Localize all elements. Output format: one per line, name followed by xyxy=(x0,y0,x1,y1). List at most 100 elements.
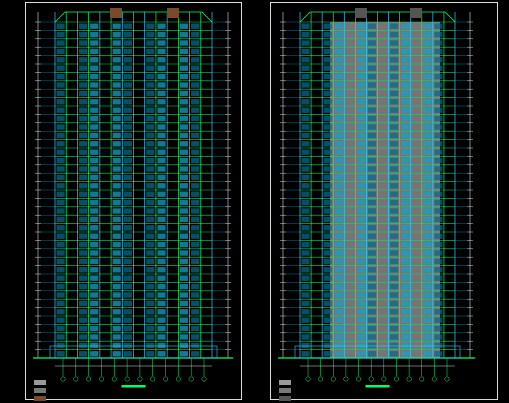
window xyxy=(146,82,155,88)
window xyxy=(434,23,443,29)
window xyxy=(179,73,189,80)
window xyxy=(334,283,343,290)
window xyxy=(123,300,132,307)
window xyxy=(123,275,132,281)
window xyxy=(390,317,399,323)
window xyxy=(157,267,166,273)
window xyxy=(78,317,88,323)
window xyxy=(112,124,121,130)
window xyxy=(112,199,121,206)
window xyxy=(334,82,343,88)
window xyxy=(78,40,88,46)
roof-block xyxy=(110,8,122,18)
window xyxy=(179,199,189,206)
window xyxy=(123,351,132,357)
window xyxy=(56,141,65,147)
window xyxy=(423,342,432,349)
window xyxy=(157,90,166,97)
window xyxy=(334,149,343,155)
window xyxy=(367,325,376,332)
axis-bubble xyxy=(330,376,336,382)
window xyxy=(356,23,365,29)
window xyxy=(123,183,132,189)
window xyxy=(356,199,365,206)
window xyxy=(112,225,121,231)
window xyxy=(157,283,166,290)
window xyxy=(56,99,65,105)
window xyxy=(356,267,365,273)
window xyxy=(401,107,410,113)
window xyxy=(112,325,121,332)
window xyxy=(356,166,365,172)
window xyxy=(401,99,410,105)
window xyxy=(78,241,88,248)
window xyxy=(78,267,88,273)
window xyxy=(323,82,332,88)
window xyxy=(334,233,343,239)
title-underline xyxy=(365,385,390,388)
window xyxy=(157,157,166,164)
window xyxy=(390,141,399,147)
window xyxy=(112,292,121,298)
window xyxy=(146,267,155,273)
window xyxy=(390,90,399,97)
window xyxy=(146,225,155,231)
window xyxy=(78,300,88,307)
window xyxy=(191,191,200,197)
window xyxy=(356,325,365,332)
window xyxy=(157,166,166,172)
window xyxy=(56,183,65,189)
window xyxy=(401,233,410,239)
window xyxy=(90,292,99,298)
window xyxy=(56,208,65,214)
window xyxy=(390,300,399,307)
window xyxy=(423,325,432,332)
window xyxy=(112,23,121,29)
window xyxy=(56,132,65,139)
window xyxy=(146,342,155,349)
window xyxy=(367,31,376,38)
window xyxy=(146,300,155,307)
window xyxy=(367,199,376,206)
window xyxy=(112,351,121,357)
window xyxy=(112,208,121,214)
window xyxy=(112,258,121,265)
window xyxy=(179,166,189,172)
window xyxy=(301,73,310,80)
window xyxy=(401,250,410,256)
window xyxy=(301,334,310,340)
window xyxy=(56,309,65,315)
window xyxy=(78,292,88,298)
window xyxy=(423,99,432,105)
window xyxy=(434,115,443,122)
window xyxy=(90,31,99,38)
window xyxy=(434,107,443,113)
window xyxy=(323,132,332,139)
window xyxy=(191,57,200,63)
window xyxy=(146,292,155,298)
window xyxy=(390,157,399,164)
window xyxy=(179,183,189,189)
window xyxy=(323,166,332,172)
window xyxy=(191,107,200,113)
roof-block xyxy=(355,8,367,18)
window xyxy=(301,216,310,223)
window xyxy=(423,124,432,130)
window xyxy=(191,283,200,290)
legend-swatch xyxy=(279,388,291,393)
window xyxy=(123,225,132,231)
window xyxy=(157,31,166,38)
window xyxy=(356,90,365,97)
window xyxy=(367,157,376,164)
window xyxy=(356,300,365,307)
sheet-frame xyxy=(25,2,242,400)
window xyxy=(334,351,343,357)
window xyxy=(191,40,200,46)
window xyxy=(56,283,65,290)
window xyxy=(323,208,332,214)
window xyxy=(78,90,88,97)
window xyxy=(56,334,65,340)
window xyxy=(191,183,200,189)
window xyxy=(401,157,410,164)
window xyxy=(112,48,121,55)
